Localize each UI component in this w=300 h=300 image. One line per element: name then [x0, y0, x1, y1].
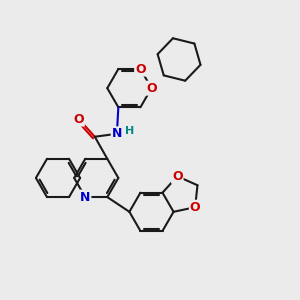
Text: O: O	[172, 170, 183, 183]
Text: O: O	[135, 62, 146, 76]
Text: H: H	[125, 126, 135, 136]
Text: N: N	[80, 190, 90, 204]
Text: O: O	[190, 201, 200, 214]
Text: O: O	[146, 82, 157, 95]
Text: O: O	[73, 112, 84, 126]
Text: N: N	[112, 127, 122, 140]
